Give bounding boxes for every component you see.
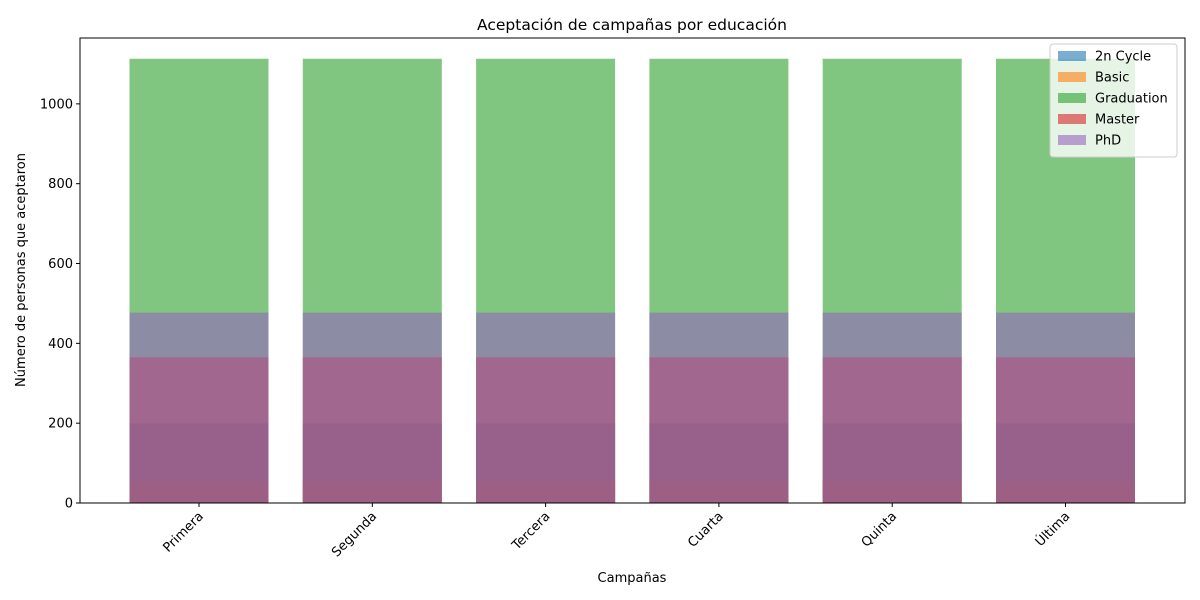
bars-layer bbox=[129, 58, 1135, 503]
bar-phd-4 bbox=[822, 312, 962, 503]
bar-phd-5 bbox=[996, 312, 1135, 503]
chart-title: Aceptación de campañas por educación bbox=[477, 16, 787, 34]
legend-swatch bbox=[1058, 72, 1086, 82]
y-tick-label: 600 bbox=[48, 257, 73, 272]
axes-frame bbox=[79, 37, 1186, 504]
bar-phd-0 bbox=[129, 312, 269, 503]
y-axis-label: Número de personas que aceptaron bbox=[14, 153, 29, 387]
bar-phd-2 bbox=[476, 312, 616, 503]
legend-label: PhD bbox=[1095, 134, 1121, 149]
y-tick-label: 1000 bbox=[40, 97, 73, 112]
y-tick-label: 400 bbox=[48, 337, 73, 352]
legend-label: Master bbox=[1095, 113, 1140, 128]
legend-label: Graduation bbox=[1095, 92, 1168, 107]
axes-layer bbox=[79, 37, 1186, 504]
bar-phd-3 bbox=[649, 312, 789, 503]
bar-phd-1 bbox=[302, 312, 442, 503]
y-tick-label: 800 bbox=[48, 177, 73, 192]
legend-label: 2n Cycle bbox=[1095, 50, 1151, 65]
legend-label: Basic bbox=[1095, 71, 1129, 86]
legend-swatch bbox=[1058, 51, 1086, 61]
legend-swatch bbox=[1058, 135, 1086, 145]
x-axis-label: Campañas bbox=[598, 571, 667, 586]
y-tick-label: 200 bbox=[48, 417, 73, 432]
legend-swatch bbox=[1058, 93, 1086, 103]
legend-swatch bbox=[1058, 114, 1086, 124]
legend: 2n Cycle Basic Graduation Master PhD bbox=[1049, 43, 1178, 158]
y-tick-label: 0 bbox=[65, 497, 73, 512]
